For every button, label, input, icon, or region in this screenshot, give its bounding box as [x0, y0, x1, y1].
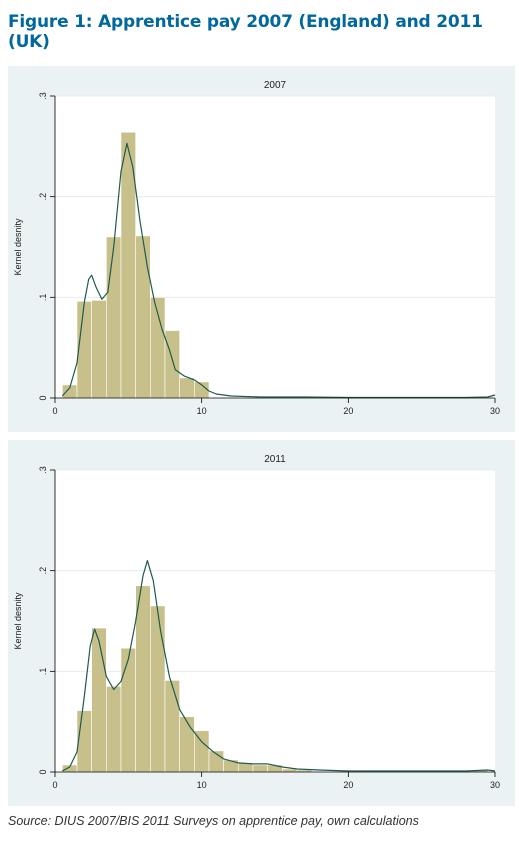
y-tick-label: 0 [38, 395, 48, 400]
x-tick-label: 0 [52, 780, 57, 790]
histogram-bar [179, 716, 195, 773]
chart-panel-2011: 2011 0 .1 .2 .3 0 10 20 30 Kernel desnity [8, 440, 515, 806]
panel-title: 2007 [264, 80, 287, 91]
histogram-bar [179, 377, 195, 399]
y-axis-label: Kernel desnity [13, 592, 23, 650]
x-tick-label: 0 [52, 406, 57, 416]
y-tick-label: .3 [38, 466, 48, 474]
histogram-bar [76, 301, 92, 399]
x-tick-label: 20 [343, 780, 353, 790]
histogram-bar [252, 764, 268, 773]
histogram-bar [106, 686, 122, 773]
histogram-bar [120, 647, 136, 773]
histogram-bar [135, 585, 151, 773]
histogram-bar [91, 627, 107, 773]
chart-panel-2007: 2007 0 .1 .2 .3 0 10 20 30 Kernel desnity [8, 66, 515, 432]
figure-title: Figure 1: Apprentice pay 2007 (England) … [8, 12, 483, 52]
histogram-bar [194, 730, 210, 773]
density-histogram-2011: 2011 0 .1 .2 .3 0 10 20 30 Kernel desnity [13, 454, 500, 790]
y-tick-label: .3 [38, 92, 48, 100]
kernel-density-curve [61, 142, 496, 399]
x-tick-label: 10 [197, 780, 207, 790]
y-tick-label: 0 [38, 769, 48, 774]
x-tick-label: 10 [197, 406, 207, 416]
y-tick-label: .2 [38, 193, 48, 201]
histogram-bar [164, 330, 180, 399]
kernel-density-curve [62, 559, 496, 772]
x-tick-label: 30 [490, 780, 500, 790]
histogram-bar [91, 300, 107, 399]
histogram-bar [150, 605, 166, 773]
density-histogram-2007: 2007 0 .1 .2 .3 0 10 20 30 Kernel desnity [13, 80, 500, 416]
source-note: Source: DIUS 2007/BIS 2011 Surveys on ap… [8, 814, 419, 828]
histogram-bar [106, 236, 122, 399]
y-tick-label: .1 [38, 668, 48, 676]
y-tick-label: .2 [38, 567, 48, 575]
panel-title: 2011 [264, 454, 286, 465]
x-tick-label: 30 [490, 406, 500, 416]
histogram-bar [135, 235, 151, 399]
histogram-bar [282, 768, 298, 773]
histogram-bar [76, 710, 92, 773]
histogram-bar [164, 680, 180, 773]
y-axis-label: Kernel desnity [13, 218, 23, 276]
x-tick-label: 20 [343, 406, 353, 416]
y-tick-label: .1 [38, 294, 48, 302]
